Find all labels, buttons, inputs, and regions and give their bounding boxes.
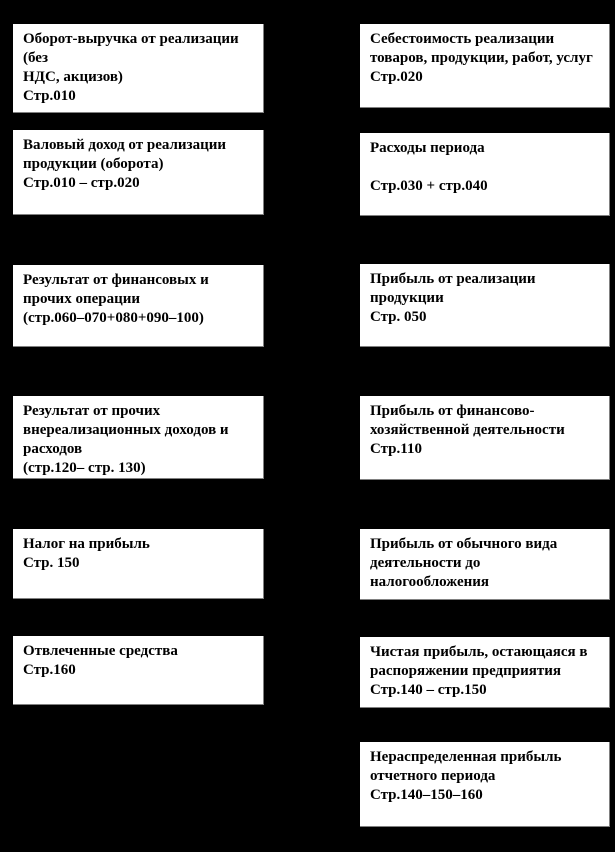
box-title: Результат от финансовых и прочих операци…	[23, 272, 209, 307]
box-income-tax: Налог на прибыль Стр. 150	[13, 529, 264, 599]
box-period-expenses: Расходы периода Стр.030 + стр.040	[360, 133, 610, 216]
box-financial-operations-result: Результат от финансовых и прочих операци…	[13, 265, 264, 347]
box-ordinary-activity-profit-before-tax: Прибыль от обычного вида деятельности до…	[360, 529, 610, 600]
box-code: Стр.110	[370, 441, 422, 457]
box-net-profit: Чистая прибыль, остающаяся в распоряжени…	[360, 637, 610, 708]
box-title: Оборот-выручка от реализации (без НДС, а…	[23, 31, 239, 85]
box-title: Чистая прибыль, остающаяся в распоряжени…	[370, 644, 588, 679]
box-sales-profit: Прибыль от реализации продукции Стр. 050	[360, 264, 610, 347]
box-title: Налог на прибыль	[23, 536, 150, 552]
box-title: Прибыль от финансово- хозяйственной деят…	[370, 403, 565, 438]
box-code: Стр. 050	[370, 309, 427, 325]
box-diverted-funds: Отвлеченные средства Стр.160	[13, 636, 264, 705]
box-code: Стр.160	[23, 662, 76, 678]
box-title: Прибыль от реализации продукции	[370, 271, 536, 306]
box-code: Стр.010 – стр.020	[23, 175, 140, 191]
box-non-sales-income-result: Результат от прочих внереализационных до…	[13, 396, 264, 479]
box-title: Прибыль от обычного вида деятельности до…	[370, 536, 558, 590]
box-code: Стр.010	[23, 88, 76, 104]
box-title: Расходы периода	[370, 140, 485, 156]
box-revenue-turnover: Оборот-выручка от реализации (без НДС, а…	[13, 24, 264, 113]
box-title: Себестоимость реализации товаров, продук…	[370, 31, 593, 66]
box-title: Нераспределенная прибыль отчетного перио…	[370, 749, 562, 784]
box-code: (стр.120– стр. 130)	[23, 460, 146, 476]
box-code: Стр.020	[370, 69, 423, 85]
box-gross-income: Валовый доход от реализации продукции (о…	[13, 130, 264, 215]
box-financial-economic-activity-profit: Прибыль от финансово- хозяйственной деят…	[360, 396, 610, 480]
box-retained-earnings: Нераспределенная прибыль отчетного перио…	[360, 742, 610, 827]
box-code: Стр.140–150–160	[370, 787, 483, 803]
box-code: Стр. 150	[23, 555, 80, 571]
box-title: Результат от прочих внереализационных до…	[23, 403, 229, 457]
box-code: (стр.060–070+080+090–100)	[23, 310, 204, 326]
box-code: Стр.030 + стр.040	[370, 178, 488, 194]
box-code: Стр.140 – стр.150	[370, 682, 487, 698]
box-title: Отвлеченные средства	[23, 643, 178, 659]
box-cost-of-sales: Себестоимость реализации товаров, продук…	[360, 24, 610, 108]
box-title: Валовый доход от реализации продукции (о…	[23, 137, 226, 172]
